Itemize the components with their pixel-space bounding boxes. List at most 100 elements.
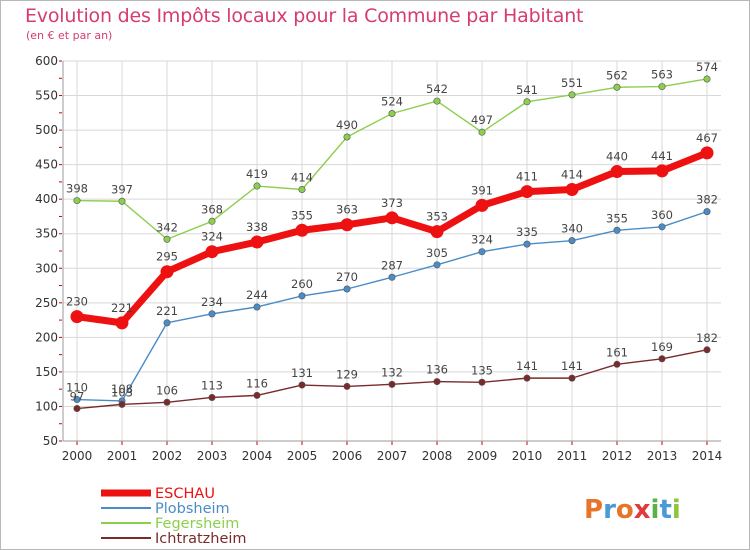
data-label-eschau: 411 (516, 170, 538, 184)
y-tick-label: 350 (35, 227, 58, 241)
x-tick-label: 2012 (602, 449, 633, 463)
data-point-plobsheim (208, 310, 216, 318)
data-point-fegersheim (163, 235, 171, 243)
data-label-eschau: 338 (246, 220, 268, 234)
data-point-plobsheim (568, 237, 576, 245)
x-tick-label: 2011 (557, 449, 588, 463)
data-point-ichtratzheim (208, 393, 216, 401)
y-tick-label: 500 (35, 123, 58, 137)
data-point-plobsheim (253, 303, 261, 311)
data-point-eschau (430, 225, 444, 239)
data-label-plobsheim: 260 (291, 277, 313, 291)
data-point-plobsheim (703, 208, 711, 216)
y-tick-label: 300 (35, 261, 58, 275)
data-label-ichtratzheim: 169 (651, 340, 673, 354)
data-point-eschau (565, 183, 579, 197)
data-point-plobsheim (478, 248, 486, 256)
data-point-eschau (655, 164, 669, 178)
data-label-plobsheim: 110 (66, 381, 88, 395)
chart-title: Evolution des Impôts locaux pour la Comm… (25, 5, 584, 27)
data-label-ichtratzheim: 132 (381, 365, 403, 379)
data-label-ichtratzheim: 113 (201, 378, 223, 392)
data-point-eschau (700, 146, 714, 160)
data-point-eschau (475, 198, 489, 212)
data-label-plobsheim: 234 (201, 295, 223, 309)
data-point-plobsheim (613, 226, 621, 234)
data-label-ichtratzheim: 141 (561, 359, 583, 373)
data-label-plobsheim: 287 (381, 258, 403, 272)
data-label-fegersheim: 574 (696, 60, 718, 74)
data-label-plobsheim: 382 (696, 193, 718, 207)
data-label-ichtratzheim: 161 (606, 345, 628, 359)
data-point-eschau (340, 218, 354, 232)
data-label-fegersheim: 414 (291, 171, 313, 185)
x-tick-label: 2013 (647, 449, 678, 463)
data-point-fegersheim (613, 83, 621, 91)
proxiti-logo: Proxiti (584, 495, 681, 525)
data-point-plobsheim (523, 240, 531, 248)
data-point-ichtratzheim (613, 360, 621, 368)
x-tick-label: 2006 (332, 449, 363, 463)
data-point-eschau (115, 316, 129, 330)
data-label-ichtratzheim: 103 (111, 385, 133, 399)
x-tick-label: 2009 (467, 449, 498, 463)
data-point-ichtratzheim (163, 398, 171, 406)
data-label-plobsheim: 355 (606, 211, 628, 225)
data-point-fegersheim (523, 98, 531, 106)
x-tick-label: 2002 (152, 449, 183, 463)
data-label-fegersheim: 524 (381, 95, 403, 109)
x-tick-label: 2008 (422, 449, 453, 463)
data-point-plobsheim (73, 396, 81, 404)
data-point-ichtratzheim (253, 391, 261, 399)
x-tick-label: 2003 (197, 449, 228, 463)
data-point-fegersheim (658, 83, 666, 91)
x-tick-label: 2010 (512, 449, 543, 463)
data-label-fegersheim: 563 (651, 68, 673, 82)
data-point-plobsheim (298, 292, 306, 300)
data-label-ichtratzheim: 116 (246, 376, 268, 390)
data-label-plobsheim: 108 (111, 382, 133, 396)
data-label-fegersheim: 497 (471, 113, 493, 127)
data-point-eschau (250, 235, 264, 249)
data-label-fegersheim: 398 (66, 182, 88, 196)
data-label-eschau: 414 (561, 168, 583, 182)
data-point-plobsheim (388, 273, 396, 281)
data-label-ichtratzheim: 106 (156, 383, 178, 397)
y-tick-label: 250 (35, 296, 58, 310)
data-label-plobsheim: 221 (156, 304, 178, 318)
data-label-plobsheim: 324 (471, 233, 493, 247)
data-label-fegersheim: 541 (516, 83, 538, 97)
data-label-eschau: 355 (291, 208, 313, 222)
data-point-fegersheim (703, 75, 711, 83)
data-point-ichtratzheim (478, 378, 486, 386)
data-point-fegersheim (73, 197, 81, 205)
legend-label-fegersheim: Fegersheim (155, 516, 239, 532)
data-label-fegersheim: 419 (246, 167, 268, 181)
data-label-eschau: 221 (111, 301, 133, 315)
data-point-eschau (520, 185, 534, 199)
data-point-ichtratzheim (658, 355, 666, 363)
data-point-eschau (610, 165, 624, 179)
data-point-ichtratzheim (118, 400, 126, 408)
data-label-plobsheim: 244 (246, 288, 268, 302)
data-point-ichtratzheim (298, 381, 306, 389)
y-tick-label: 600 (35, 54, 58, 68)
data-point-fegersheim (388, 110, 396, 118)
y-tick-label: 150 (35, 365, 58, 379)
data-label-ichtratzheim: 131 (291, 366, 313, 380)
data-point-fegersheim (118, 197, 126, 205)
data-point-fegersheim (253, 182, 261, 190)
data-point-eschau (295, 223, 309, 237)
data-point-fegersheim (568, 91, 576, 99)
data-point-plobsheim (163, 319, 171, 327)
data-point-ichtratzheim (73, 405, 81, 413)
data-point-plobsheim (658, 223, 666, 231)
data-label-ichtratzheim: 129 (336, 367, 358, 381)
chart-subtitle: (en € et par an) (26, 29, 113, 42)
x-tick-label: 2005 (287, 449, 318, 463)
data-point-ichtratzheim (703, 346, 711, 354)
data-label-fegersheim: 490 (336, 118, 358, 132)
data-label-eschau: 391 (471, 183, 493, 197)
data-point-eschau (385, 211, 399, 225)
